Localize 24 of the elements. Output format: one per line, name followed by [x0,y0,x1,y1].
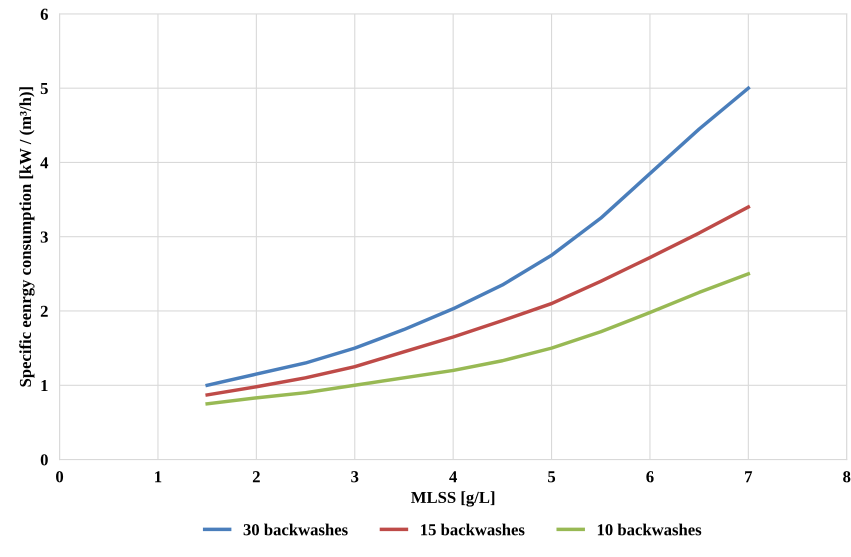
x-tick-label: 5 [548,471,556,482]
line-series [205,86,750,387]
y-axis-title: Specific eenrgy consumption [kW / (m³/h)] [19,87,35,387]
y-tick-label: 5 [40,83,48,94]
legend-label: 10 backwashes [598,524,702,536]
y-tick-label: 1 [41,380,48,392]
line-series [205,205,750,397]
x-axis-title: MLSS [g/L] [411,491,494,507]
y-tick-label: 6 [40,8,48,20]
x-tick-label: 4 [449,471,458,482]
y-tick-label: 2 [40,306,48,317]
y-tick-label: 3 [40,231,48,243]
x-tick-label: 7 [745,471,752,482]
line-series [205,272,750,406]
x-tick-label: 6 [646,471,654,482]
y-tick-label: 0 [40,454,48,466]
x-tick-label: 0 [56,471,64,482]
x-tick-label: 2 [252,471,260,482]
x-tick-label: 3 [351,471,358,482]
y-tick-label: 4 [40,157,48,168]
legend-label: 30 backwashes [244,524,348,536]
x-tick-label: 8 [843,471,850,482]
legend-label: 15 backwashes [421,524,524,536]
x-tick-label: 1 [155,471,162,482]
